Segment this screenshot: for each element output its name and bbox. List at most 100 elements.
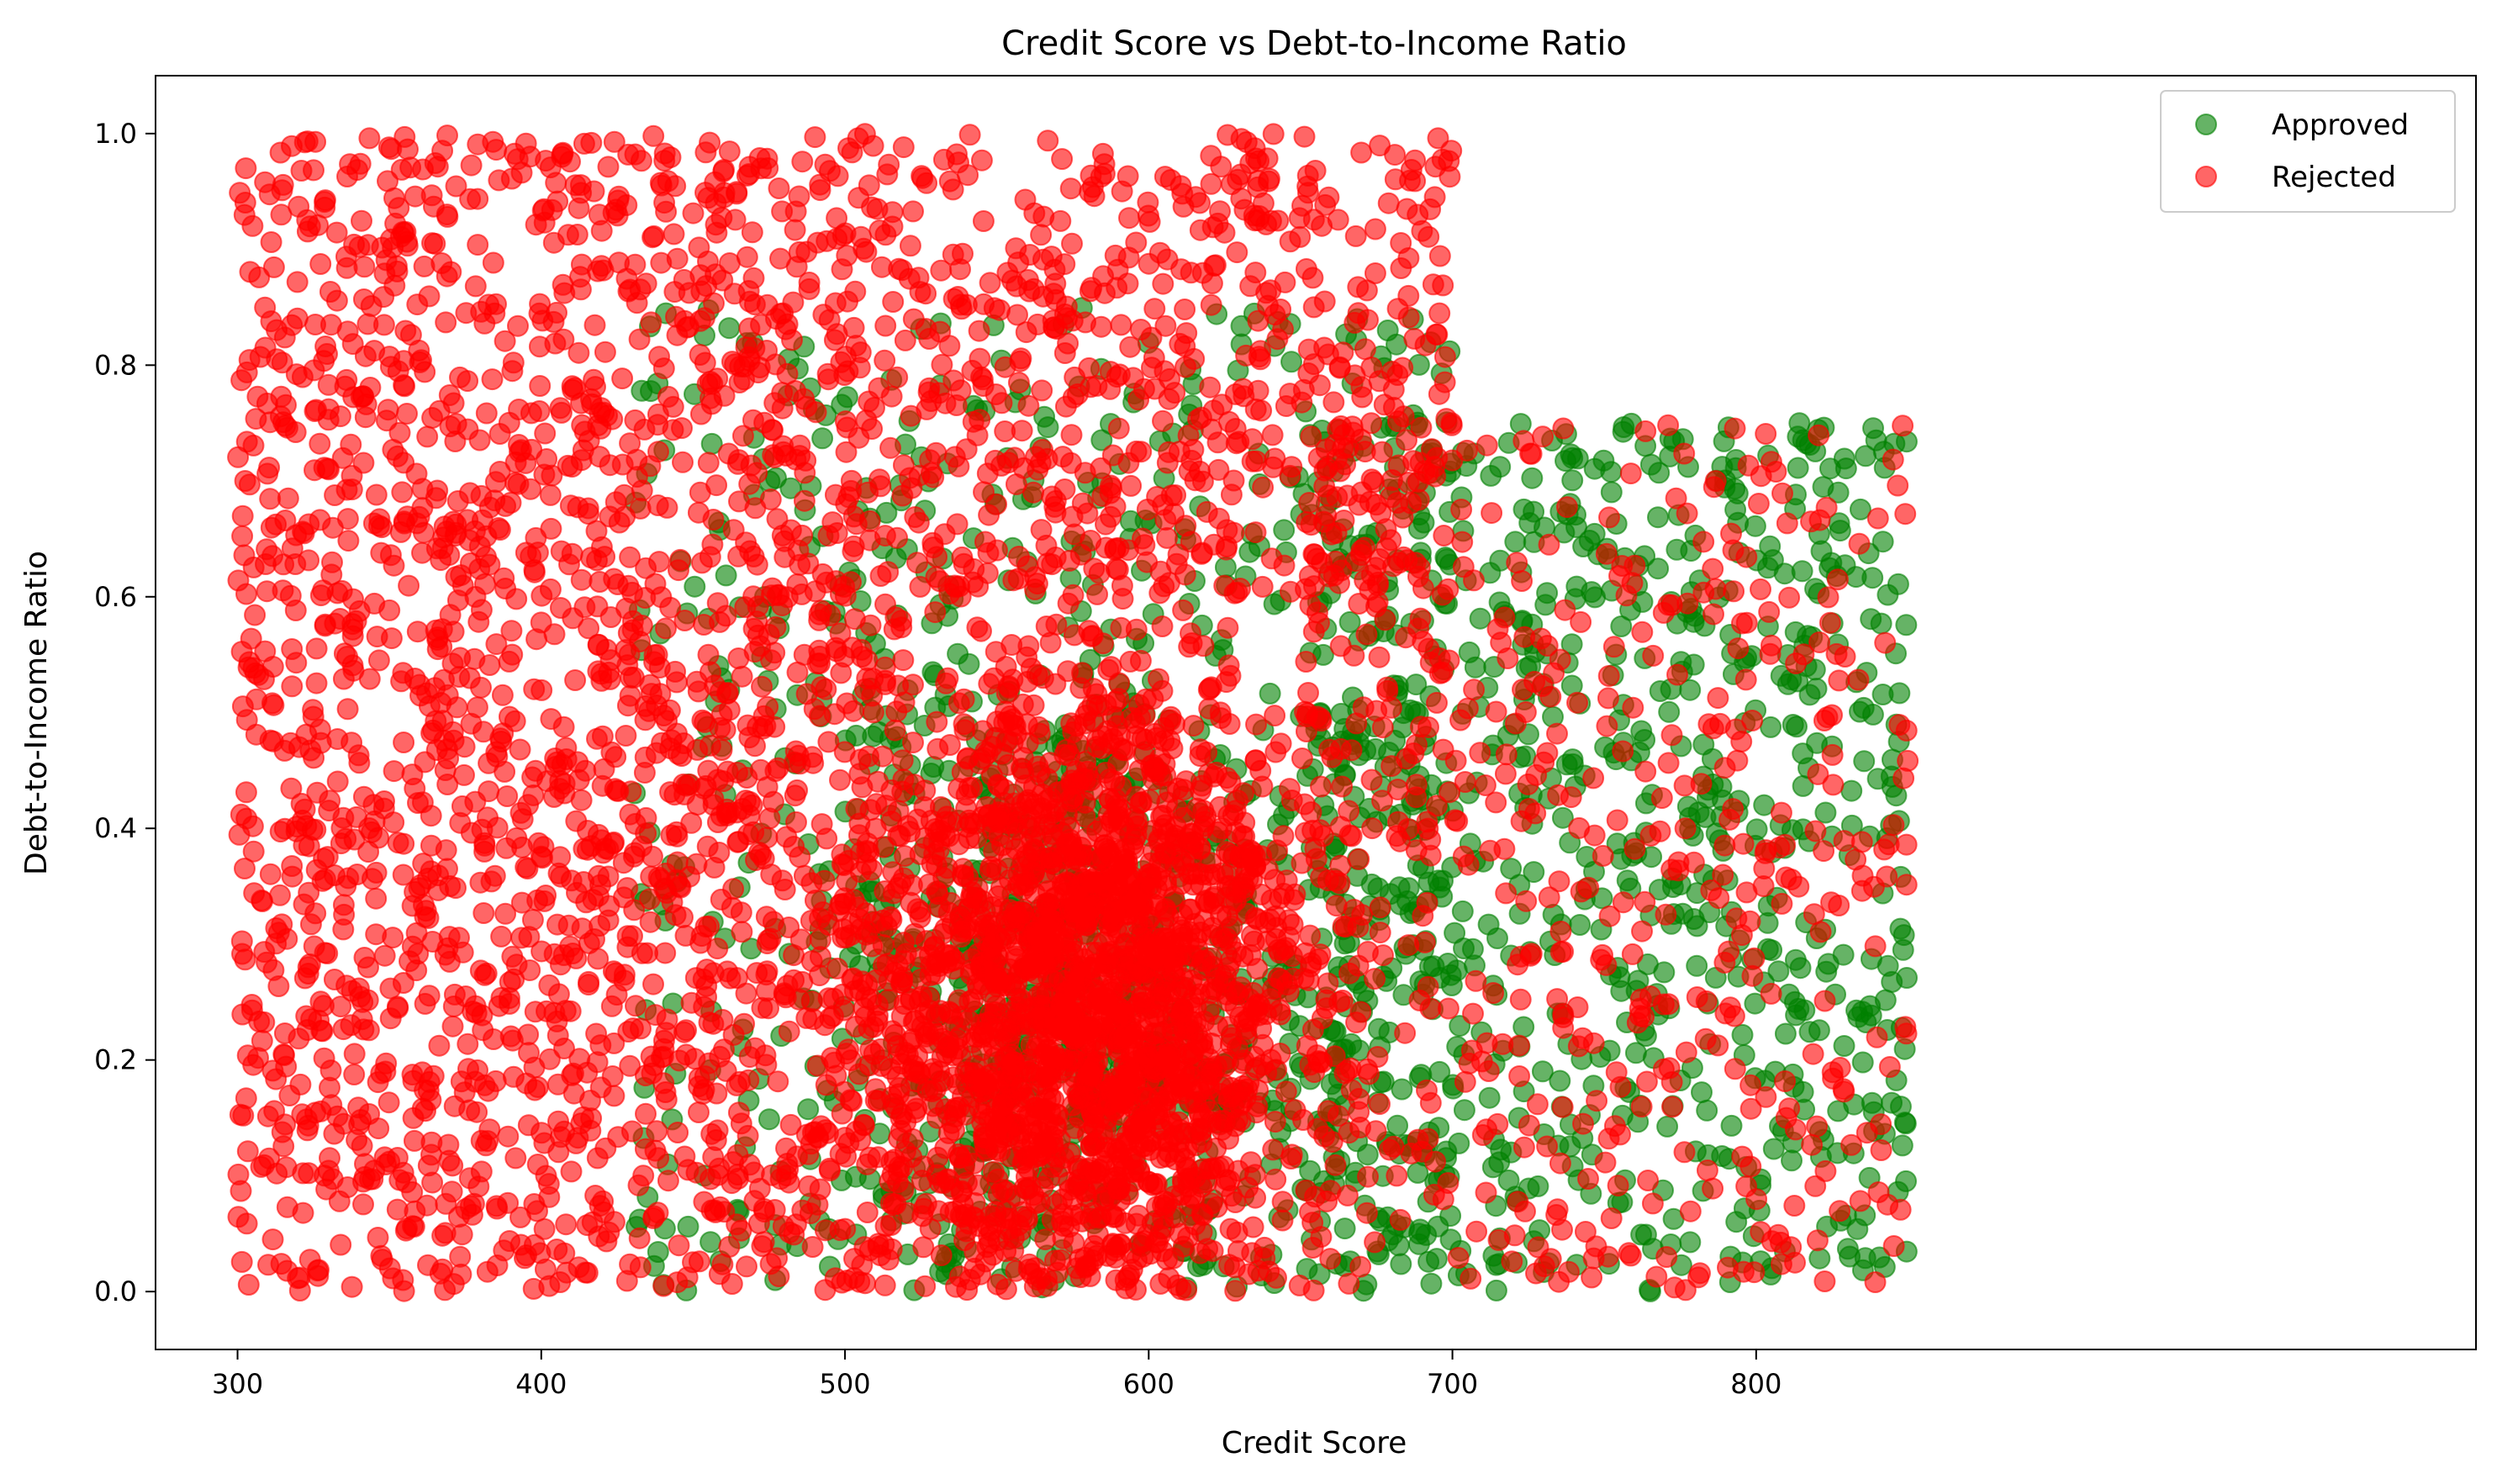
rejected-point	[1410, 416, 1433, 439]
rejected-point	[760, 649, 783, 672]
rejected-point	[655, 617, 677, 640]
approved-point	[1692, 733, 1715, 756]
rejected-point	[619, 1054, 641, 1077]
approved-point	[1853, 750, 1876, 773]
rejected-point	[1007, 372, 1030, 394]
approved-point	[1560, 633, 1583, 656]
rejected-point	[1264, 447, 1286, 470]
rejected-point	[387, 832, 409, 854]
approved-point	[947, 642, 969, 665]
rejected-point	[734, 596, 757, 619]
rejected-point	[539, 483, 562, 506]
rejected-point	[947, 286, 969, 308]
approved-point	[1439, 1228, 1462, 1251]
rejected-point	[288, 1027, 310, 1050]
rejected-point	[332, 806, 355, 829]
rejected-point	[455, 302, 478, 325]
rejected-point	[457, 370, 479, 393]
rejected-point	[619, 432, 641, 455]
rejected-point	[1412, 577, 1434, 599]
rejected-point	[1239, 275, 1262, 298]
rejected-point	[555, 1213, 578, 1236]
rejected-point	[1308, 374, 1331, 397]
rejected-point	[478, 654, 501, 676]
rejected-point	[399, 324, 422, 346]
rejected-point	[1270, 298, 1292, 320]
approved-point	[1894, 1112, 1917, 1135]
rejected-point	[1169, 332, 1191, 355]
rejected-point	[358, 127, 381, 150]
rejected-point	[539, 578, 562, 600]
rejected-point	[298, 953, 321, 975]
rejected-point	[309, 253, 332, 275]
rejected-point	[502, 351, 525, 374]
rejected-point	[870, 256, 893, 278]
rejected-point	[340, 731, 363, 754]
rejected-point	[576, 1214, 599, 1237]
rejected-point	[443, 983, 466, 1006]
approved-point	[1862, 417, 1884, 440]
rejected-point	[462, 1192, 485, 1215]
rejected-point	[1107, 417, 1130, 440]
rejected-point	[1244, 398, 1267, 420]
rejected-point	[868, 468, 890, 491]
rejected-point	[1261, 424, 1284, 446]
approved-point	[1808, 1247, 1831, 1270]
rejected-point	[772, 441, 794, 463]
rejected-point	[603, 1032, 626, 1054]
rejected-point	[545, 172, 568, 194]
rejected-point	[1061, 232, 1083, 255]
rejected-point	[1302, 353, 1325, 376]
rejected-point	[351, 209, 372, 232]
approved-point	[1600, 481, 1623, 504]
rejected-point	[1329, 460, 1351, 483]
rejected-point	[698, 1011, 721, 1034]
rejected-point	[488, 169, 510, 192]
rejected-point	[653, 142, 676, 165]
rejected-point	[552, 716, 575, 738]
rejected-point	[1203, 255, 1226, 277]
approved-point	[1569, 914, 1592, 936]
rejected-point	[997, 452, 1020, 474]
rejected-point	[1101, 444, 1124, 467]
rejected-point	[966, 424, 989, 446]
rejected-point	[266, 319, 288, 341]
approved-point	[1330, 702, 1353, 725]
rejected-point	[636, 942, 659, 964]
rejected-point	[437, 747, 460, 770]
rejected-point	[977, 541, 1000, 564]
rejected-point	[755, 964, 778, 986]
rejected-point	[706, 367, 729, 390]
approved-point	[1770, 664, 1792, 687]
rejected-point	[675, 1043, 698, 1066]
rejected-point	[531, 1122, 552, 1144]
rejected-point	[882, 291, 905, 313]
rejected-point	[847, 187, 870, 209]
rejected-point	[231, 504, 254, 527]
approved-point	[1594, 736, 1617, 758]
rejected-point	[906, 552, 928, 574]
rejected-point	[242, 556, 265, 578]
rejected-point	[615, 194, 638, 216]
rejected-point	[793, 489, 816, 512]
rejected-point	[356, 313, 379, 335]
rejected-point	[272, 173, 294, 196]
rejected-point	[1397, 247, 1420, 269]
approved-point	[1870, 612, 1893, 635]
rejected-point	[874, 349, 896, 372]
rejected-point	[1354, 536, 1376, 559]
rejected-point	[829, 583, 852, 605]
rejected-point	[858, 510, 881, 532]
rejected-point	[331, 446, 354, 469]
rejected-point	[1262, 123, 1285, 145]
rejected-point	[694, 1065, 716, 1088]
rejected-point	[304, 818, 327, 841]
rejected-point	[629, 1256, 652, 1279]
rejected-point	[594, 546, 616, 568]
rejected-point	[257, 1254, 279, 1276]
rejected-point	[365, 887, 388, 910]
rejected-point	[811, 562, 834, 585]
rejected-point	[592, 259, 615, 282]
rejected-point	[486, 1254, 509, 1276]
rejected-point	[262, 959, 285, 981]
